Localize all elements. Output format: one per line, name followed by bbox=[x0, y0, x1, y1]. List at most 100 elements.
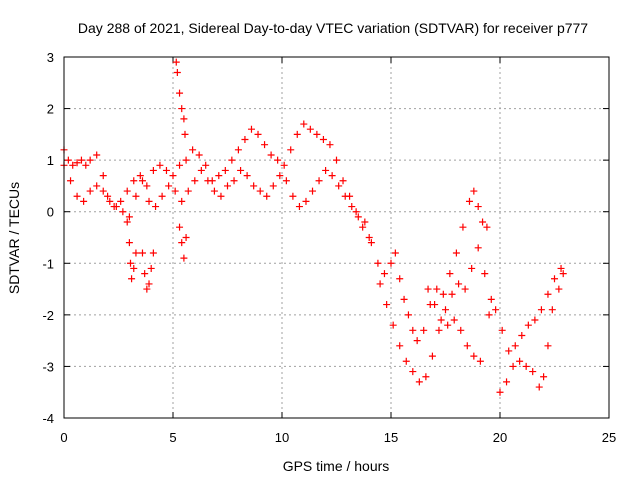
data-point bbox=[461, 285, 469, 293]
data-point bbox=[535, 383, 543, 391]
series-descent-lower bbox=[376, 244, 495, 386]
data-point bbox=[254, 130, 262, 138]
data-point bbox=[178, 239, 186, 247]
data-point bbox=[492, 306, 500, 314]
data-point bbox=[448, 290, 456, 298]
y-tick-label: -2 bbox=[42, 308, 54, 323]
data-point bbox=[178, 197, 186, 205]
data-point bbox=[485, 311, 493, 319]
data-point bbox=[99, 187, 107, 195]
series-track-2 bbox=[60, 161, 362, 221]
data-point bbox=[123, 187, 131, 195]
data-point bbox=[195, 151, 203, 159]
data-point bbox=[396, 275, 404, 283]
series-dip-near-5.5h bbox=[176, 223, 190, 262]
data-point bbox=[544, 290, 552, 298]
data-point bbox=[204, 177, 212, 185]
data-point bbox=[263, 192, 271, 200]
data-point bbox=[302, 197, 310, 205]
data-point bbox=[450, 316, 458, 324]
data-point bbox=[339, 177, 347, 185]
data-point bbox=[498, 326, 506, 334]
series-evening-b bbox=[496, 270, 567, 396]
data-point bbox=[481, 270, 489, 278]
x-tick-label: 0 bbox=[60, 430, 67, 445]
data-point bbox=[138, 249, 146, 257]
data-point bbox=[158, 192, 166, 200]
data-point bbox=[149, 249, 157, 257]
y-axis-label: SDTVAR / TECUs bbox=[6, 182, 22, 294]
data-point bbox=[119, 208, 127, 216]
data-point bbox=[409, 326, 417, 334]
data-point bbox=[465, 197, 473, 205]
data-point bbox=[444, 321, 452, 329]
data-point bbox=[149, 166, 157, 174]
data-point bbox=[77, 156, 85, 164]
data-point bbox=[64, 156, 72, 164]
data-point bbox=[503, 378, 511, 386]
data-point bbox=[442, 306, 449, 314]
data-point bbox=[557, 264, 565, 272]
data-point bbox=[247, 125, 255, 133]
data-point bbox=[287, 146, 295, 154]
data-point bbox=[341, 192, 349, 200]
data-point bbox=[509, 362, 517, 370]
data-point bbox=[551, 275, 558, 283]
data-point bbox=[300, 120, 308, 128]
data-point bbox=[125, 239, 133, 247]
data-point bbox=[228, 156, 236, 164]
data-point bbox=[293, 130, 301, 138]
data-point bbox=[182, 156, 190, 164]
data-point bbox=[376, 280, 384, 288]
data-point bbox=[348, 203, 356, 211]
data-point bbox=[123, 218, 131, 226]
data-point bbox=[409, 368, 417, 376]
data-point bbox=[548, 306, 556, 314]
data-point bbox=[433, 285, 441, 293]
data-point bbox=[306, 125, 314, 133]
data-point bbox=[126, 259, 134, 267]
data-point bbox=[99, 172, 107, 180]
data-point bbox=[459, 223, 467, 231]
data-point bbox=[93, 182, 101, 190]
data-point bbox=[180, 254, 188, 262]
chart-title: Day 288 of 2021, Sidereal Day-to-day VTE… bbox=[78, 20, 588, 36]
data-point bbox=[217, 192, 225, 200]
data-point bbox=[455, 280, 463, 288]
data-point bbox=[479, 218, 487, 226]
data-point bbox=[143, 182, 151, 190]
data-point bbox=[152, 203, 160, 211]
data-point bbox=[171, 187, 179, 195]
data-point bbox=[189, 146, 197, 154]
data-point bbox=[404, 311, 412, 319]
data-point bbox=[162, 166, 170, 174]
data-point bbox=[241, 136, 249, 144]
data-point bbox=[112, 203, 120, 211]
data-point bbox=[518, 331, 526, 339]
data-point bbox=[413, 337, 421, 345]
data-point bbox=[383, 301, 391, 309]
data-point bbox=[181, 130, 189, 138]
data-point bbox=[531, 316, 539, 324]
data-point bbox=[130, 177, 138, 185]
data-point bbox=[132, 249, 140, 257]
data-point bbox=[359, 223, 367, 231]
data-point bbox=[180, 115, 188, 123]
data-point bbox=[178, 105, 186, 113]
data-point bbox=[540, 373, 548, 381]
series-evening-a bbox=[485, 264, 565, 355]
data-point bbox=[117, 197, 125, 205]
y-tick-label: 1 bbox=[47, 153, 54, 168]
data-point bbox=[463, 342, 471, 350]
data-point bbox=[431, 301, 439, 309]
series-dip-near-4h bbox=[138, 249, 157, 293]
data-point bbox=[143, 285, 151, 293]
data-point bbox=[93, 151, 101, 159]
data-point bbox=[544, 342, 552, 350]
data-point bbox=[524, 321, 532, 329]
data-point bbox=[261, 141, 269, 149]
data-point bbox=[82, 161, 90, 169]
data-point bbox=[269, 182, 277, 190]
